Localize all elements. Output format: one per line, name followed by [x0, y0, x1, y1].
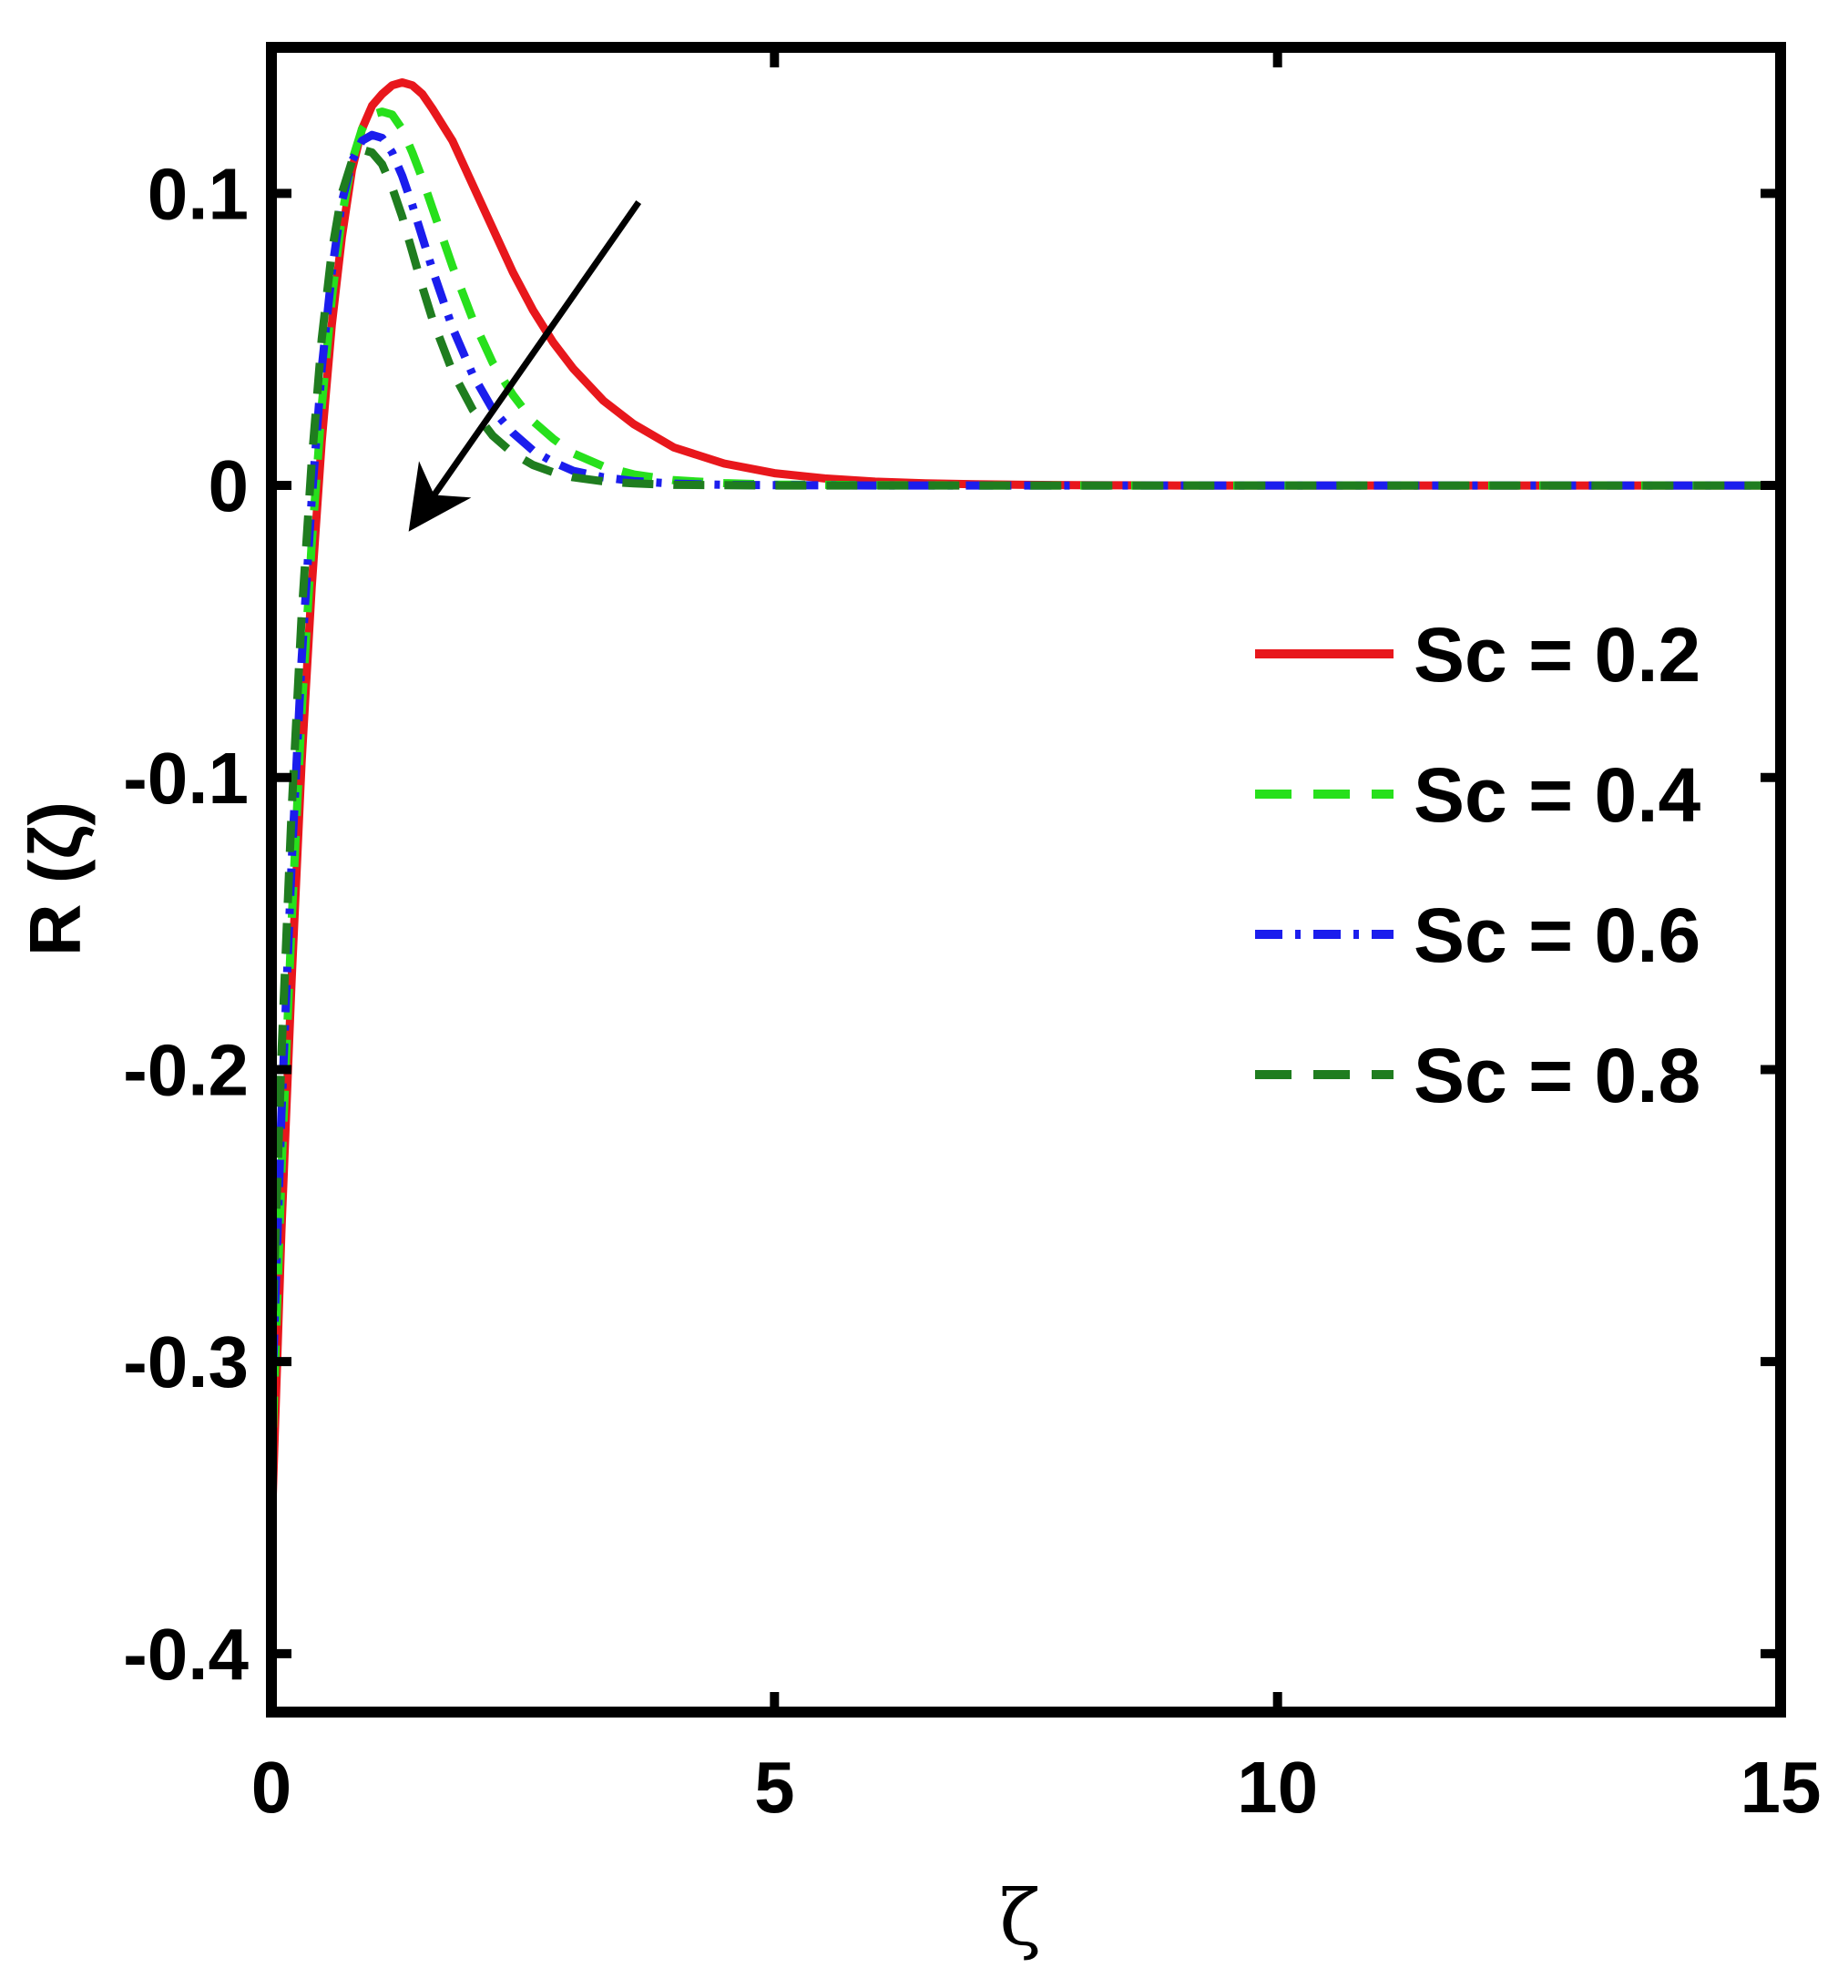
series-line-2 — [267, 107, 1781, 1479]
series-layer — [267, 78, 1781, 1537]
y-tick-label: -0.4 — [123, 1614, 249, 1695]
x-tick-label: 15 — [1741, 1747, 1822, 1828]
legend-label-3: Sc = 0.6 — [1414, 892, 1700, 978]
y-tick-label: 0.1 — [148, 153, 249, 234]
series-line-4 — [267, 145, 1781, 1362]
y-tick-label: 0 — [209, 445, 250, 526]
y-tick-label: -0.2 — [123, 1029, 249, 1110]
x-axis-label: ζ — [999, 1873, 1041, 1963]
y-axis-label: R (ζ) — [15, 801, 96, 956]
axes-layer: 0 5 10 15 -0.4 -0.3 -0.2 -0.1 0 0.1 — [123, 42, 1822, 1828]
legend-label-1: Sc = 0.2 — [1414, 612, 1700, 698]
annotation-layer — [408, 199, 642, 532]
y-tick-label: -0.1 — [123, 738, 249, 819]
x-tick-label: 0 — [251, 1747, 292, 1828]
legend-label-2: Sc = 0.4 — [1414, 752, 1701, 838]
x-tick-label: 10 — [1237, 1747, 1318, 1828]
x-tick-label: 5 — [754, 1747, 795, 1828]
legend: Sc = 0.2 Sc = 0.4 Sc = 0.6 Sc = 0.8 — [1255, 612, 1701, 1118]
plot-frame — [266, 42, 1786, 1718]
trend-arrow — [408, 199, 642, 532]
series-line-3 — [267, 130, 1781, 1421]
y-tick-label: -0.3 — [123, 1321, 249, 1402]
legend-label-4: Sc = 0.8 — [1414, 1033, 1700, 1118]
